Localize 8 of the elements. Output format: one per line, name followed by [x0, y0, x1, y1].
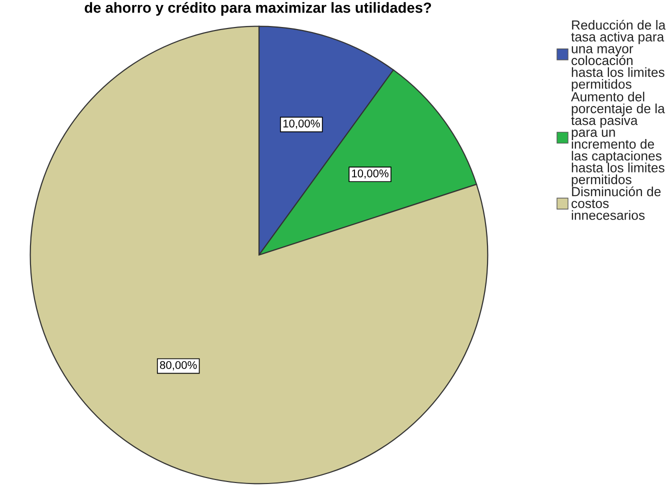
data-label: 10,00% — [352, 169, 388, 179]
data-label: 80,00% — [160, 361, 197, 370]
pie-slice — [30, 26, 488, 484]
data-label: 10,00% — [283, 120, 320, 129]
legend-label: Reducción de la tasa activa para una mayor colocación hasta los limites permitidos — [571, 20, 666, 92]
chart-title: de ahorro y crédito para maximizar las utilidades? — [84, 2, 432, 16]
legend-label: Aumento del porcentaje de la tasa pasiva para un incremento de las captaciones hasta los limites permitidos — [571, 92, 665, 187]
legend-label: Disminución de costos innecesarios — [572, 186, 661, 220]
